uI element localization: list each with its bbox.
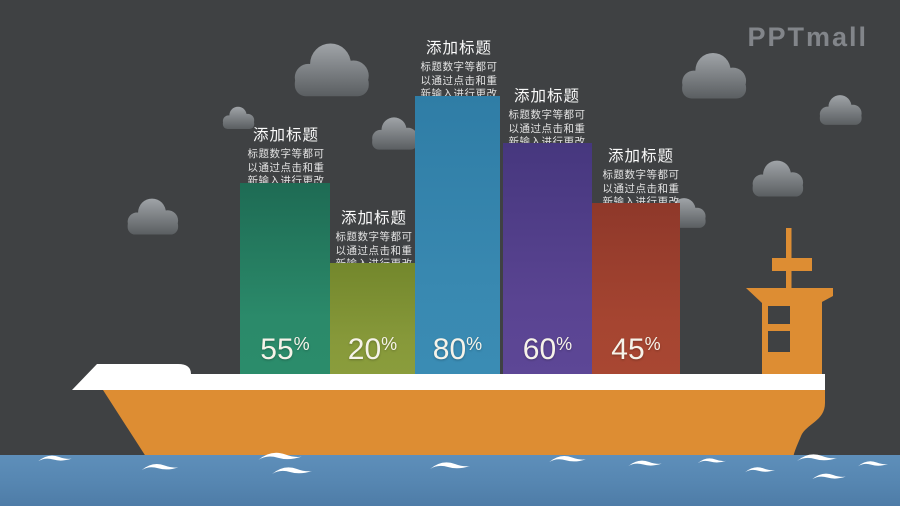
container-bar-2[interactable]: 20% (330, 263, 415, 375)
cloud-icon (123, 196, 181, 236)
percent-value[interactable]: 80% (432, 333, 483, 366)
bridge-roof (746, 288, 833, 303)
percent-value[interactable]: 20% (347, 333, 398, 366)
label-title[interactable]: 添加标题 (340, 210, 407, 227)
label-title[interactable]: 添加标题 (425, 40, 492, 57)
mast (786, 228, 792, 292)
container-bar-5[interactable]: 45% (592, 203, 680, 375)
cloud-icon (288, 40, 373, 98)
wave-icon (795, 450, 839, 462)
label-title[interactable]: 添加标题 (607, 148, 674, 165)
percent-value[interactable]: 60% (522, 333, 573, 366)
container-bar-4[interactable]: 60% (503, 143, 592, 375)
cloud-icon (816, 93, 864, 126)
window-icon (768, 331, 790, 352)
mast-crossbar (772, 258, 812, 271)
bar-label-5[interactable]: 添加标题 标题数字等都可 以通过点击和重 新输入进行更改 (603, 144, 680, 210)
wave-icon (858, 458, 888, 467)
wave-icon (425, 458, 475, 470)
wave-icon (625, 457, 665, 467)
percent-value[interactable]: 45% (611, 333, 661, 366)
bridge-cabin (762, 300, 822, 376)
pptmall-logo: PPTmall (747, 22, 868, 52)
label-title[interactable]: 添加标题 (252, 127, 319, 144)
wave-icon (140, 460, 180, 471)
cloud-icon (676, 50, 750, 100)
wave-icon (252, 448, 308, 461)
container-bar-3[interactable]: 80% (415, 96, 500, 375)
wave-icon (812, 470, 846, 480)
percent-value[interactable]: 55% (260, 333, 310, 366)
wave-icon (545, 452, 590, 463)
wave-icon (745, 464, 775, 473)
bar-label-2[interactable]: 添加标题 标题数字等都可 以通过点击和重 新输入进行更改 (336, 206, 413, 272)
ship-hull (103, 390, 825, 463)
bar-label-1[interactable]: 添加标题 标题数字等都可 以通过点击和重 新输入进行更改 (248, 123, 325, 189)
wave-icon (268, 463, 316, 475)
cloud-icon (748, 158, 806, 198)
container-bar-1[interactable]: 55% (240, 183, 330, 375)
window-icon (768, 306, 790, 324)
bar-label-4[interactable]: 添加标题 标题数字等都可 以通过点击和重 新输入进行更改 (509, 84, 586, 150)
bar-label-3[interactable]: 添加标题 标题数字等都可 以通过点击和重 新输入进行更改 (421, 36, 498, 102)
cloud-icon (368, 115, 420, 151)
wave-icon (698, 455, 726, 464)
wave-icon (38, 452, 72, 462)
label-title[interactable]: 添加标题 (513, 88, 580, 105)
